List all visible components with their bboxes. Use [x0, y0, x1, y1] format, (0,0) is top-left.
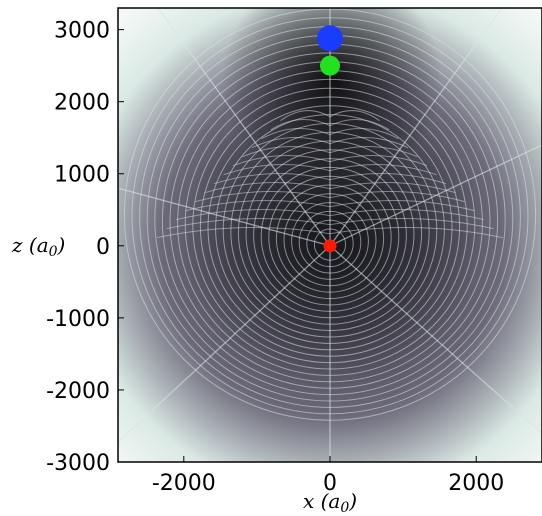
y-tick-label: 3000 — [54, 19, 110, 44]
data-marker-2 — [323, 239, 337, 253]
fringe-ray — [329, 8, 503, 247]
y-tick-label: 1000 — [54, 163, 110, 188]
fringe-ray — [118, 245, 331, 443]
x-tick-label: 2000 — [448, 471, 504, 496]
fringe-ray — [329, 245, 542, 434]
fringe-ray — [329, 144, 542, 247]
plot-area — [118, 8, 542, 462]
data-marker-1 — [320, 55, 340, 76]
y-axis-label: z (a0) — [11, 233, 65, 260]
y-tick-label: -2000 — [46, 379, 110, 404]
marker-layer — [317, 25, 343, 253]
x-tick-label: 0 — [323, 471, 337, 496]
y-tick-label: 0 — [96, 235, 110, 260]
x-axis-ticks: -2000 0 2000 — [152, 456, 504, 496]
x-tick-label: -2000 — [152, 471, 216, 496]
fringe-ray — [157, 8, 331, 247]
y-axis-ticks: 3000 2000 1000 0 -1000 -2000 -3000 — [46, 19, 124, 476]
data-marker-0 — [317, 25, 343, 52]
y-tick-label: 2000 — [54, 91, 110, 116]
y-tick-label: -3000 — [46, 451, 110, 476]
x-axis-label: x (a0) — [303, 489, 357, 516]
fringe-ray — [118, 187, 331, 247]
y-tick-label: -1000 — [46, 307, 110, 332]
